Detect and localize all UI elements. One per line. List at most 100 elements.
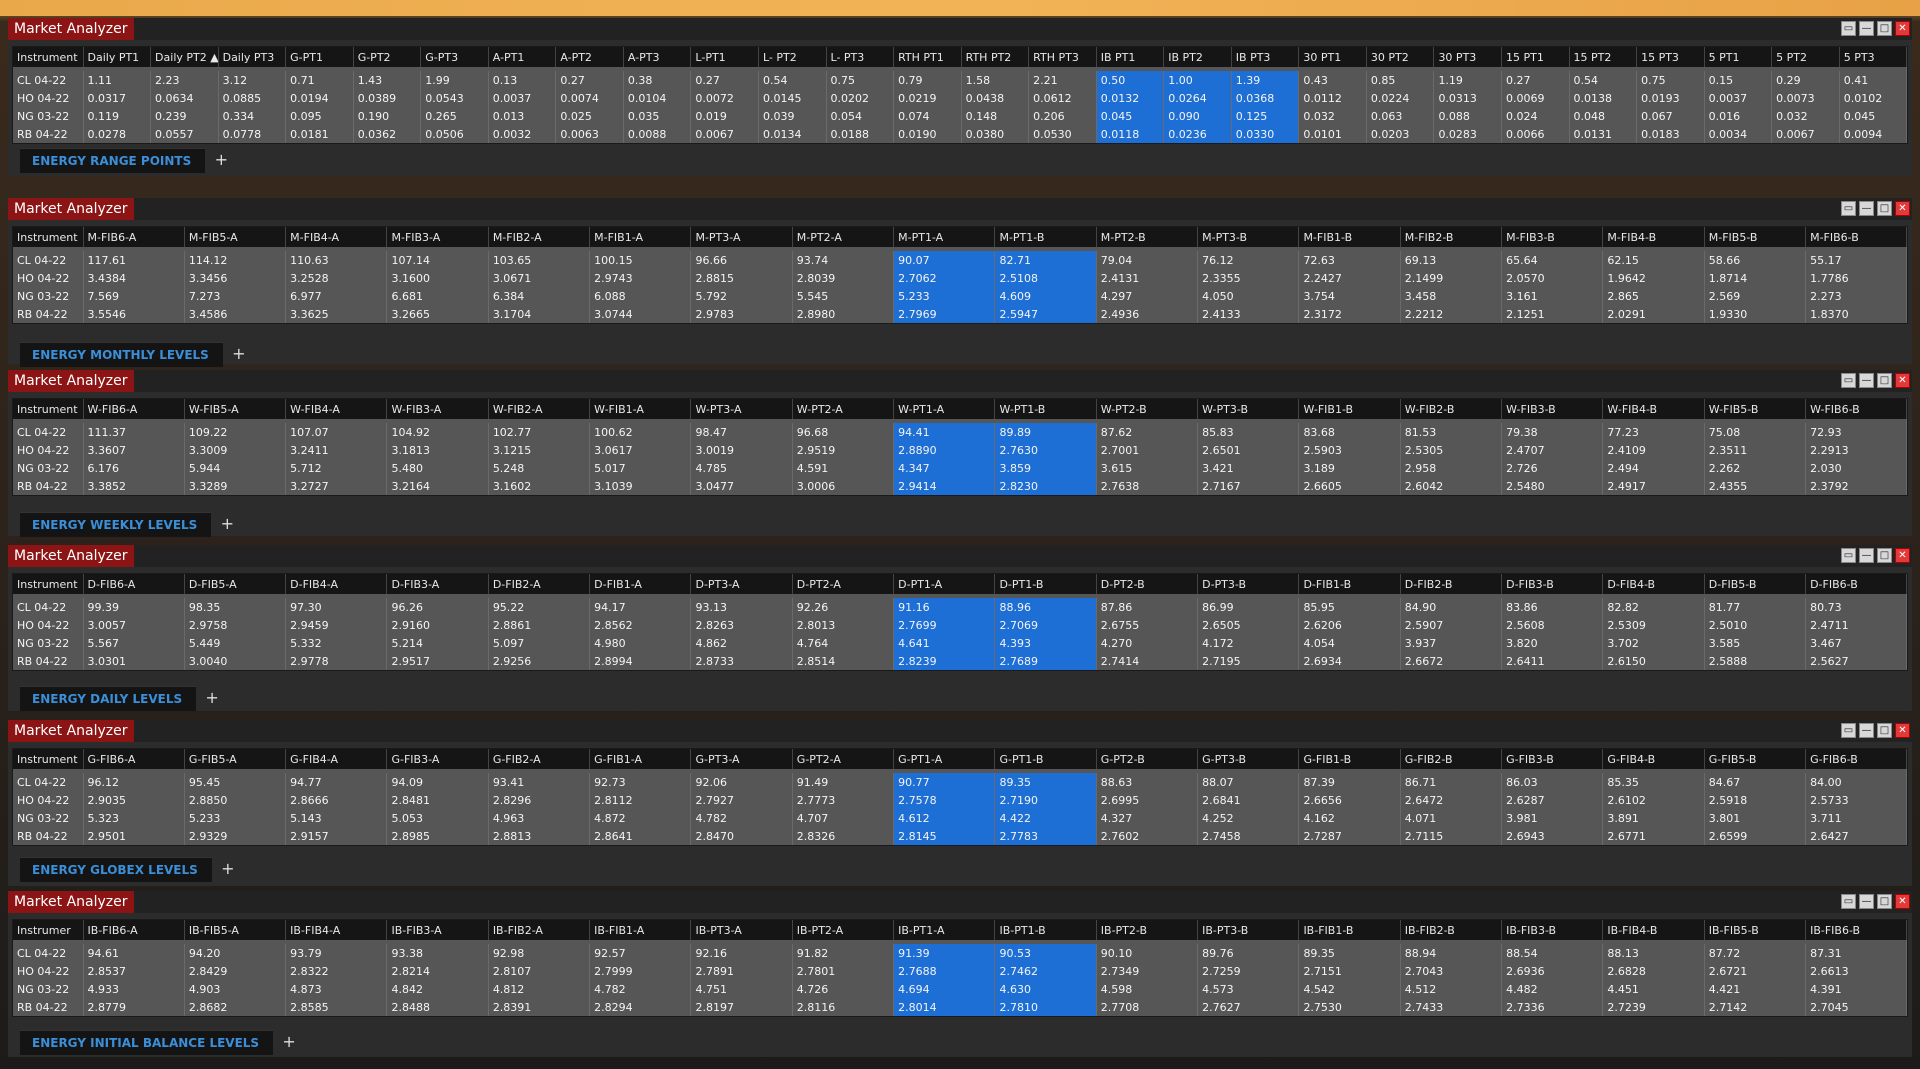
add-tab-icon[interactable]: +: [221, 859, 235, 878]
value-cell[interactable]: 4.393: [994, 634, 1097, 652]
value-cell[interactable]: 2.8815: [690, 269, 793, 287]
value-cell[interactable]: 1.39: [1231, 71, 1300, 89]
column-header[interactable]: 5 PT3: [1839, 47, 1908, 67]
table-row[interactable]: RB 04-22 2.8779 2.8682 2.8585 2.8488 2.8391 2.…: [13, 998, 1908, 1016]
column-header[interactable]: IB-FIB6-B: [1805, 920, 1908, 940]
value-cell[interactable]: 92.06: [690, 773, 793, 791]
column-header[interactable]: G-FIB6-A: [83, 749, 185, 769]
value-cell[interactable]: 2.6605: [1298, 477, 1401, 495]
value-cell[interactable]: 2.6102: [1602, 791, 1705, 809]
value-cell[interactable]: 2.7259: [1197, 962, 1300, 980]
value-cell[interactable]: 110.63: [285, 251, 388, 269]
column-header[interactable]: D-FIB1-B: [1298, 574, 1401, 594]
column-header[interactable]: IB-FIB1-B: [1298, 920, 1401, 940]
value-cell[interactable]: 2.9329: [184, 827, 287, 845]
value-cell[interactable]: 2.1499: [1400, 269, 1503, 287]
value-cell[interactable]: 82.82: [1602, 598, 1705, 616]
column-header[interactable]: W-FIB6-B: [1805, 399, 1908, 419]
column-header[interactable]: G-FIB6-B: [1805, 749, 1908, 769]
value-cell[interactable]: 0.0224: [1366, 89, 1435, 107]
column-header[interactable]: G-PT3: [420, 47, 489, 67]
value-cell[interactable]: 0.035: [623, 107, 692, 125]
value-cell[interactable]: 3.0301: [83, 652, 185, 670]
value-cell[interactable]: 0.54: [758, 71, 827, 89]
value-cell[interactable]: 102.77: [488, 423, 591, 441]
column-header[interactable]: G-PT1: [285, 47, 354, 67]
value-cell[interactable]: 3.1704: [488, 305, 591, 323]
table-row[interactable]: CL 04-22 111.37 109.22 107.07 104.92 102.77 10…: [13, 423, 1908, 441]
value-cell[interactable]: 4.573: [1197, 980, 1300, 998]
column-header[interactable]: Instrumer: [13, 920, 84, 940]
value-cell[interactable]: 85.83: [1197, 423, 1300, 441]
value-cell[interactable]: 0.0088: [623, 125, 692, 143]
instrument-cell[interactable]: HO 04-22: [13, 791, 84, 809]
value-cell[interactable]: 2.7462: [994, 962, 1097, 980]
value-cell[interactable]: 2.726: [1501, 459, 1604, 477]
column-header[interactable]: W-PT1-B: [994, 399, 1097, 419]
value-cell[interactable]: 2.7708: [1096, 998, 1199, 1016]
value-cell[interactable]: 89.76: [1197, 944, 1300, 962]
value-cell[interactable]: 2.8813: [488, 827, 591, 845]
instrument-cell[interactable]: NG 03-22: [13, 980, 84, 998]
value-cell[interactable]: 0.045: [1839, 107, 1908, 125]
value-cell[interactable]: 84.90: [1400, 598, 1503, 616]
value-cell[interactable]: 3.458: [1400, 287, 1503, 305]
column-header[interactable]: W-FIB1-A: [589, 399, 692, 419]
value-cell[interactable]: 0.0778: [218, 125, 287, 143]
minimize-icon[interactable]: —: [1859, 373, 1874, 388]
value-cell[interactable]: 3.711: [1805, 809, 1908, 827]
value-cell[interactable]: 3.1039: [589, 477, 692, 495]
value-cell[interactable]: 2.3511: [1704, 441, 1807, 459]
value-cell[interactable]: 1.11: [83, 71, 152, 89]
column-header[interactable]: Instrument: [13, 749, 84, 769]
value-cell[interactable]: 2.8585: [285, 998, 388, 1016]
value-cell[interactable]: 104.92: [386, 423, 489, 441]
instrument-cell[interactable]: RB 04-22: [13, 827, 84, 845]
value-cell[interactable]: 0.0112: [1298, 89, 1367, 107]
value-cell[interactable]: 4.421: [1704, 980, 1807, 998]
value-cell[interactable]: 0.045: [1096, 107, 1165, 125]
close-icon[interactable]: ✕: [1895, 373, 1910, 388]
column-header[interactable]: RTH PT2: [961, 47, 1030, 67]
value-cell[interactable]: 2.9160: [386, 616, 489, 634]
value-cell[interactable]: 92.57: [589, 944, 692, 962]
value-cell[interactable]: 98.35: [184, 598, 287, 616]
column-header[interactable]: IB-FIB1-A: [589, 920, 692, 940]
value-cell[interactable]: 3.0617: [589, 441, 692, 459]
value-cell[interactable]: 0.0101: [1298, 125, 1367, 143]
value-cell[interactable]: 0.125: [1231, 107, 1300, 125]
column-header[interactable]: M-FIB6-A: [83, 227, 185, 247]
column-header[interactable]: IB-FIB6-A: [83, 920, 185, 940]
value-cell[interactable]: 2.7578: [893, 791, 996, 809]
restore-icon[interactable]: ▭: [1841, 723, 1856, 738]
value-cell[interactable]: 0.0612: [1028, 89, 1097, 107]
value-cell[interactable]: 2.8014: [893, 998, 996, 1016]
maximize-icon[interactable]: □: [1877, 373, 1892, 388]
value-cell[interactable]: 2.8013: [792, 616, 895, 634]
value-cell[interactable]: 2.262: [1704, 459, 1807, 477]
value-cell[interactable]: 0.148: [961, 107, 1030, 125]
value-cell[interactable]: 0.0102: [1839, 89, 1908, 107]
column-header[interactable]: 30 PT1: [1298, 47, 1367, 67]
value-cell[interactable]: 2.8733: [690, 652, 793, 670]
value-cell[interactable]: 0.013: [488, 107, 557, 125]
column-header[interactable]: G-PT3-B: [1197, 749, 1300, 769]
value-cell[interactable]: 2.0291: [1602, 305, 1705, 323]
value-cell[interactable]: 0.0037: [488, 89, 557, 107]
value-cell[interactable]: 0.0034: [1704, 125, 1773, 143]
instrument-cell[interactable]: NG 03-22: [13, 107, 84, 125]
value-cell[interactable]: 2.8470: [690, 827, 793, 845]
value-cell[interactable]: 0.032: [1298, 107, 1367, 125]
value-cell[interactable]: 4.327: [1096, 809, 1199, 827]
value-cell[interactable]: 89.89: [994, 423, 1097, 441]
column-header[interactable]: IB-FIB4-A: [285, 920, 388, 940]
value-cell[interactable]: 3.1215: [488, 441, 591, 459]
value-cell[interactable]: 2.7638: [1096, 477, 1199, 495]
table-row[interactable]: RB 04-22 3.3852 3.3289 3.2727 3.2164 3.1602 3.…: [13, 477, 1908, 495]
close-icon[interactable]: ✕: [1895, 201, 1910, 216]
value-cell[interactable]: 0.71: [285, 71, 354, 89]
column-header[interactable]: IB-PT2-A: [792, 920, 895, 940]
column-header[interactable]: IB PT1: [1096, 47, 1165, 67]
value-cell[interactable]: 2.9519: [792, 441, 895, 459]
value-cell[interactable]: 0.265: [420, 107, 489, 125]
